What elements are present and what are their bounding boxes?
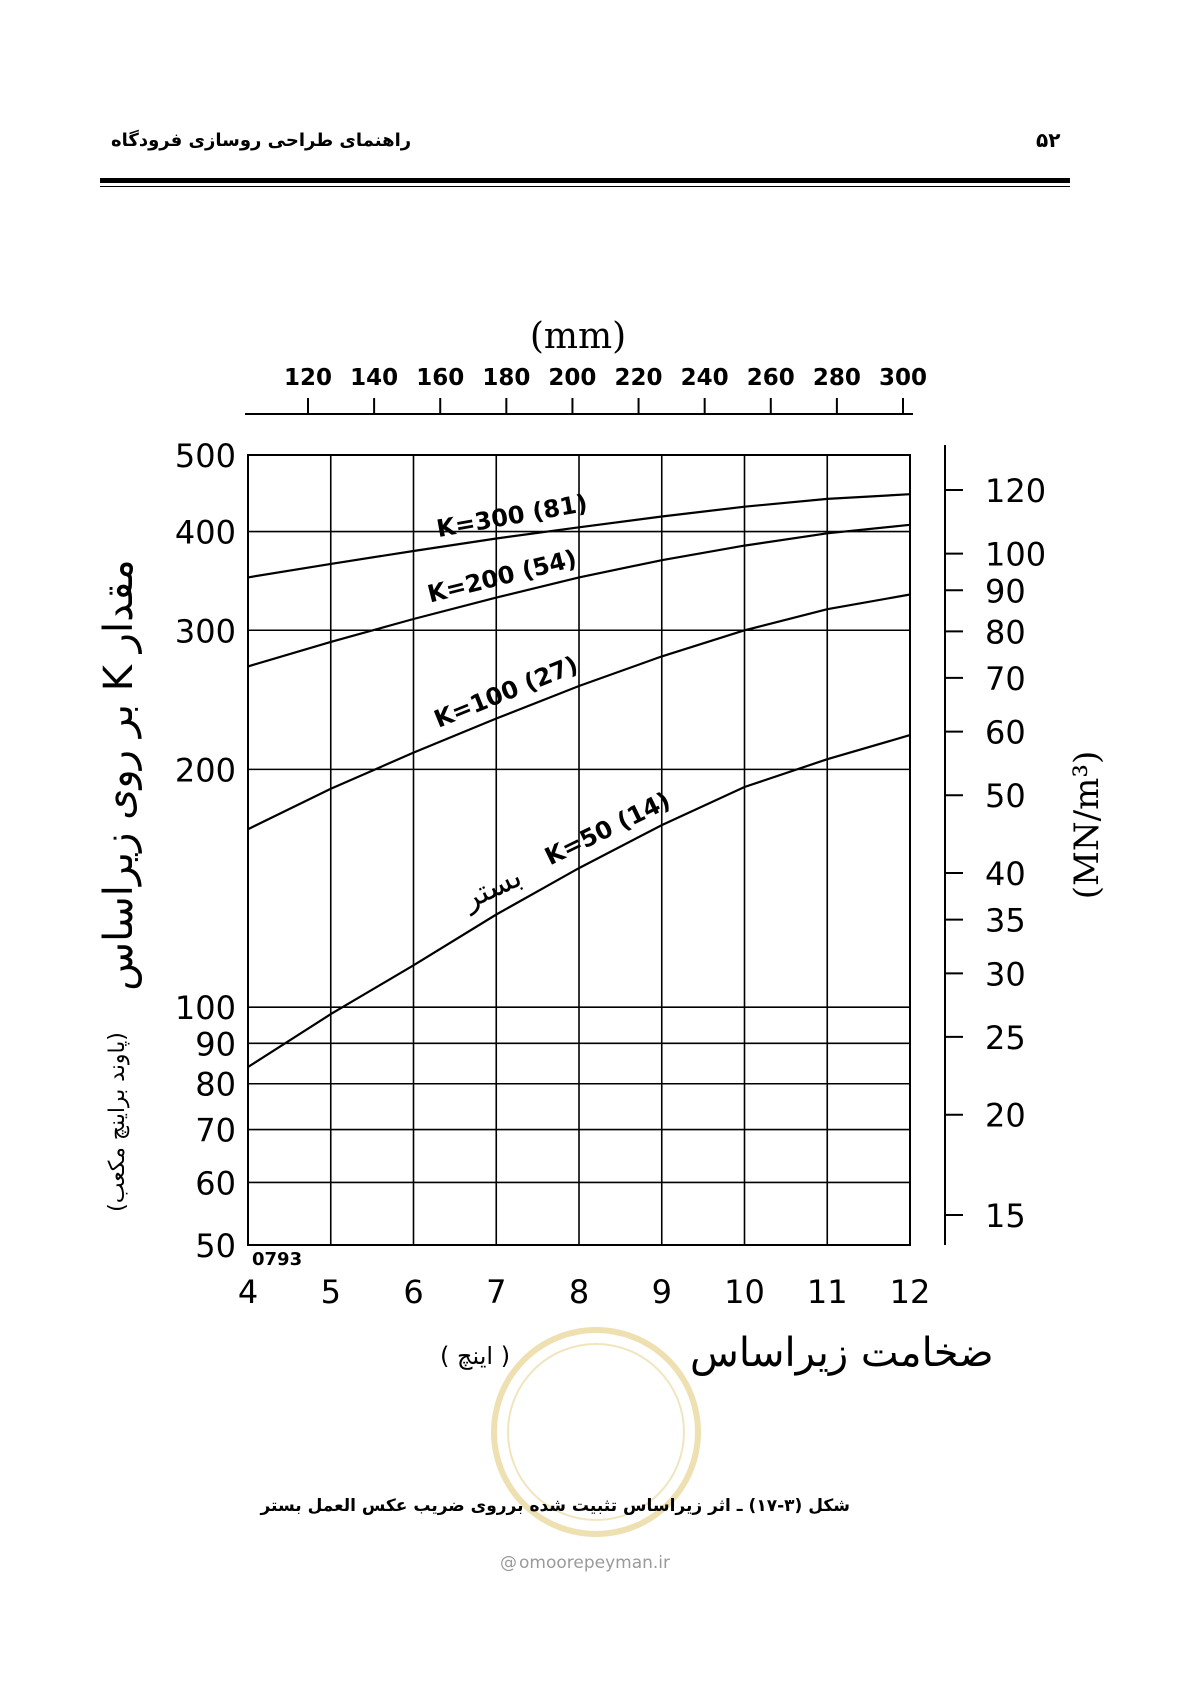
annotation-label: بستر	[456, 859, 528, 917]
top-tick-label: 280	[813, 365, 861, 391]
y-tick-label: 200	[175, 751, 236, 789]
y-tick-label: 500	[175, 437, 236, 475]
right-tick-label: 60	[985, 714, 1026, 752]
right-tick-label: 90	[985, 572, 1026, 610]
x-tick-label: 9	[652, 1273, 672, 1311]
y-axis-label: مقدار K بر روی زیراساس	[96, 559, 142, 991]
right-tick-label: 40	[985, 855, 1026, 893]
top-tick-label: 180	[482, 365, 530, 391]
x-tick-label: 8	[569, 1273, 589, 1311]
top-tick-label: 220	[615, 365, 663, 391]
right-tick-label: 80	[985, 613, 1026, 651]
top-tick-label: 300	[879, 365, 927, 391]
series-line	[247, 593, 911, 831]
y-tick-label: 300	[175, 612, 236, 650]
top-tick-label: 120	[284, 365, 332, 391]
header-rule-thick	[100, 178, 1070, 183]
at-icon: @	[500, 1553, 517, 1573]
y-tick-label: 60	[195, 1164, 236, 1202]
plot-frame	[247, 454, 911, 1246]
page-number: ۵۲	[1036, 128, 1061, 152]
figure-caption: شکل (۳-۱۷) ـ اثر زیراساس تثبیت شده برروی…	[260, 1496, 850, 1516]
y-tick-label: 400	[175, 514, 236, 552]
y-tick-label: 100	[175, 989, 236, 1027]
series-line	[247, 493, 911, 579]
series-label: K=200 (54)	[425, 544, 580, 608]
header-rule-thin	[100, 186, 1070, 187]
x-axis-label: ضخامت زیراساس	[690, 1330, 994, 1376]
right-tick-label: 25	[985, 1019, 1026, 1057]
top-axis-label: (mm)	[530, 316, 626, 357]
top-tick-label: 260	[747, 365, 795, 391]
watermark-website-text: omoorepeyman.ir	[519, 1553, 671, 1573]
top-tick-label: 160	[416, 365, 464, 391]
right-tick-label: 70	[985, 660, 1026, 698]
right-tick-label: 20	[985, 1097, 1026, 1135]
curves	[247, 493, 911, 1068]
right-axis-label: (MN/m³)	[1067, 751, 1107, 899]
top-tick-label: 200	[548, 365, 596, 391]
x-tick-label: 7	[486, 1273, 506, 1311]
y-tick-label: 90	[195, 1025, 236, 1063]
right-tick-label: 35	[985, 902, 1026, 940]
right-tick-label: 100	[985, 536, 1046, 574]
y-tick-label: 70	[195, 1112, 236, 1150]
x-tick-label: 10	[724, 1273, 765, 1311]
series-label: K=100 (27)	[430, 650, 582, 733]
top-tick-label: 140	[350, 365, 398, 391]
right-tick-label: 30	[985, 955, 1026, 993]
top-tick-label: 240	[681, 365, 729, 391]
series-line	[247, 523, 911, 668]
x-tick-label: 6	[403, 1273, 423, 1311]
y-tick-label: 50	[195, 1227, 236, 1265]
y-tick-label: 80	[195, 1066, 236, 1104]
watermark-website: @ omoorepeyman.ir	[500, 1553, 670, 1573]
y-axis-unit: (پاوند براینچ مکعب)	[105, 1032, 130, 1212]
x-tick-label: 12	[890, 1273, 931, 1311]
right-tick-label: 50	[985, 777, 1026, 815]
seal-logo-inner	[507, 1343, 685, 1521]
right-tick-label: 120	[985, 472, 1046, 510]
axes	[245, 398, 963, 1246]
x-tick-label: 11	[807, 1273, 848, 1311]
x-axis-unit: ( اینچ )	[440, 1342, 510, 1370]
right-tick-label: 15	[985, 1197, 1026, 1235]
x-tick-label: 5	[321, 1273, 341, 1311]
x-tick-label: 4	[238, 1273, 258, 1311]
series-label: K=300 (81)	[435, 489, 590, 543]
series-line	[247, 734, 911, 1068]
seal-logo	[491, 1327, 701, 1537]
corner-code: 0793	[252, 1249, 302, 1270]
running-title: راهنمای طراحی روسازی فرودگاه	[111, 130, 412, 151]
gridlines	[248, 455, 910, 1245]
